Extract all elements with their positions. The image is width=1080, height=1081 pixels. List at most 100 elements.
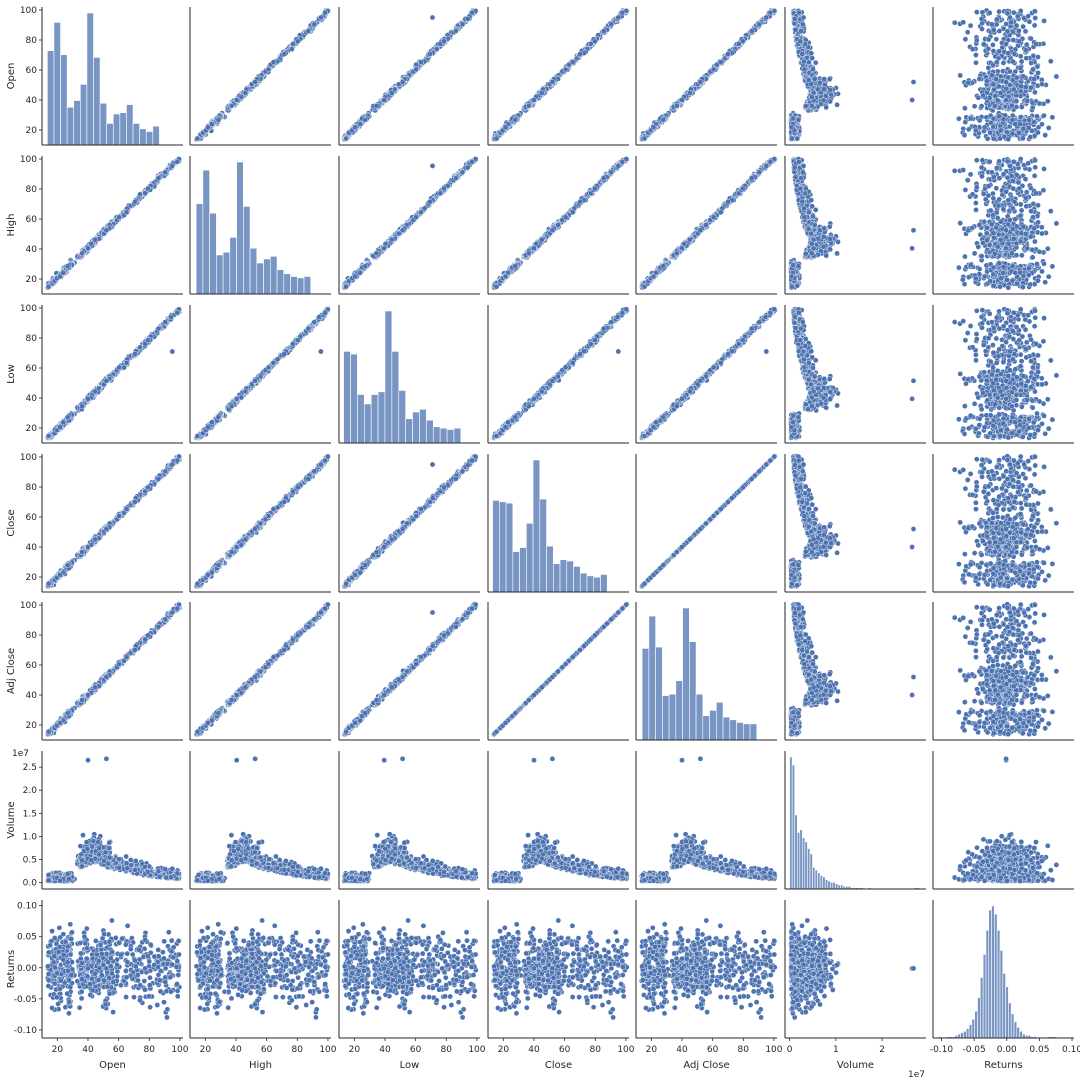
- scatter-point: [470, 10, 475, 15]
- scatter-point: [363, 117, 368, 122]
- scatter-point: [687, 90, 692, 95]
- scatter-point: [513, 117, 518, 122]
- scatter-point: [195, 136, 200, 141]
- scatter-point: [824, 105, 829, 110]
- scatter-point: [389, 90, 394, 95]
- scatter-point: [323, 10, 328, 15]
- scatter-point: [802, 67, 807, 72]
- scatter-point: [809, 82, 814, 87]
- scatter-point: [400, 79, 405, 84]
- scatter-point: [539, 90, 544, 95]
- y-tick-label: 60: [26, 66, 38, 76]
- scatter-point: [740, 39, 745, 44]
- scatter-point: [910, 97, 915, 102]
- scatter-point: [815, 87, 820, 92]
- scatter-point: [205, 125, 210, 130]
- scatter-point: [764, 15, 769, 20]
- scatter-point: [962, 106, 967, 111]
- scatter-point: [465, 16, 470, 21]
- scatter-point: [353, 125, 358, 130]
- scatter-point: [1033, 15, 1038, 20]
- scatter-point: [266, 67, 271, 72]
- scatter-point: [616, 15, 621, 20]
- histogram-bar: [87, 13, 94, 145]
- cell-open-vs-adj-close: [636, 7, 777, 145]
- scatter-point: [234, 97, 239, 102]
- scatter-point: [661, 117, 666, 122]
- histogram-bar: [100, 103, 107, 145]
- scatter-point: [642, 136, 647, 141]
- scatter-point: [1042, 18, 1047, 23]
- scatter-point: [216, 117, 221, 122]
- scatter-point: [271, 60, 276, 65]
- scatter-point: [698, 79, 703, 84]
- scatter-point: [460, 22, 465, 27]
- scatter-point: [800, 51, 805, 56]
- scatter-point: [318, 15, 323, 20]
- scatter-point: [243, 90, 248, 95]
- scatter-point: [229, 103, 234, 108]
- scatter-point: [749, 28, 754, 33]
- scatter-point: [718, 60, 723, 65]
- scatter-point: [800, 22, 805, 27]
- scatter-point: [679, 97, 684, 102]
- scatter-point: [821, 87, 826, 92]
- cell-open-vs-high: [190, 7, 331, 145]
- scatter-point: [812, 76, 817, 81]
- scatter-point: [796, 10, 801, 15]
- scatter-point: [809, 51, 814, 56]
- scatter-point: [973, 52, 978, 57]
- scatter-point: [453, 28, 458, 33]
- scatter-point: [828, 99, 833, 104]
- y-tick-label: 40: [26, 96, 38, 106]
- scatter-point: [601, 28, 606, 33]
- cell-open-vs-returns: [933, 7, 1074, 145]
- histogram-bar: [146, 132, 153, 145]
- histogram-bar: [153, 126, 160, 145]
- scatter-point: [711, 67, 716, 72]
- scatter-point: [1035, 54, 1040, 59]
- scatter-point: [796, 117, 801, 122]
- scatter-point: [801, 15, 806, 20]
- scatter-point: [768, 10, 773, 15]
- histogram-bar: [140, 129, 147, 145]
- scatter-point: [813, 60, 818, 65]
- scatter-point: [592, 39, 597, 44]
- pairplot-cells: 20406080100Open20406080100High2040608010…: [6, 6, 1080, 1071]
- y-tick-label: 80: [26, 36, 38, 46]
- histogram-bar: [61, 55, 68, 145]
- histogram-bar: [93, 57, 100, 145]
- histogram-bar: [133, 123, 140, 145]
- scatter-point: [827, 77, 832, 82]
- cell-open-vs-volume: [785, 7, 926, 145]
- scatter-point: [810, 67, 815, 72]
- histogram-bar: [47, 51, 54, 145]
- scatter-point: [430, 15, 435, 20]
- cell-open-vs-low: [339, 7, 480, 145]
- scatter-point: [798, 39, 803, 44]
- histogram-bar: [80, 84, 87, 145]
- scatter-point: [952, 20, 957, 25]
- scatter-point: [973, 60, 978, 65]
- scatter-point: [795, 136, 800, 141]
- y-tick-label: 20: [26, 126, 38, 136]
- scatter-point: [809, 94, 814, 99]
- scatter-point: [344, 136, 349, 141]
- histogram-bar: [67, 107, 74, 145]
- y-tick-label: 100: [20, 6, 37, 16]
- scatter-point: [306, 28, 311, 33]
- scatter-point: [550, 79, 555, 84]
- scatter-point: [1048, 59, 1053, 64]
- scatter-point: [239, 94, 244, 99]
- scatter-point: [835, 102, 840, 107]
- scatter-point: [526, 103, 531, 108]
- scatter-point: [789, 136, 794, 141]
- histogram-bar: [54, 22, 61, 145]
- scatter-point: [282, 51, 287, 56]
- scatter-point: [801, 59, 806, 64]
- scatter-point: [821, 98, 826, 103]
- scatter-point: [609, 22, 614, 27]
- scatter-point: [828, 87, 833, 92]
